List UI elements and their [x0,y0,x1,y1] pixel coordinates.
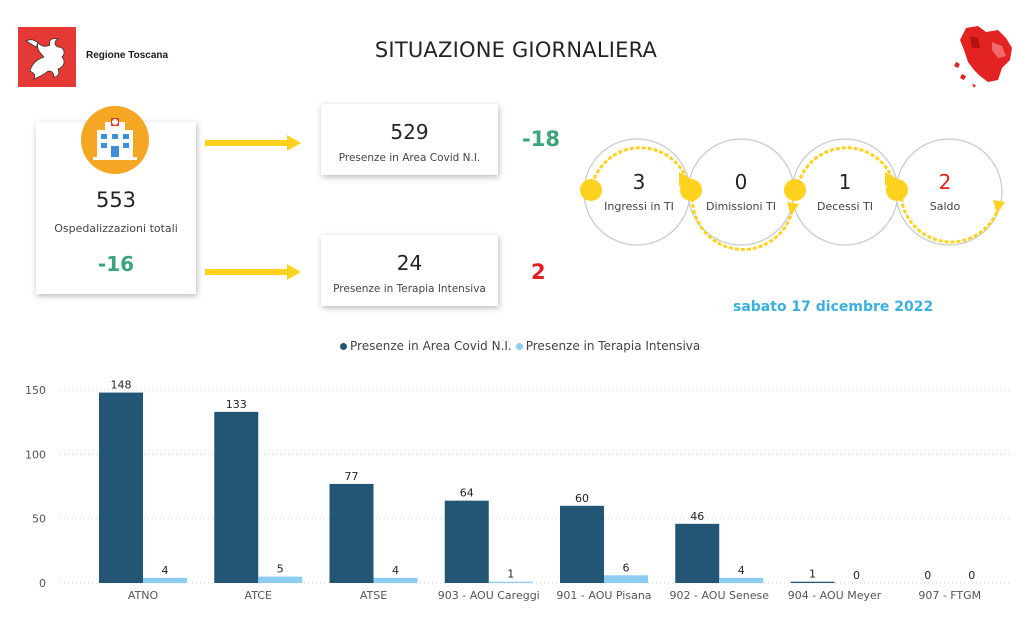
total-delta: -16 [97,252,135,276]
bar-covid [790,581,835,583]
x-tick-label: 901 - AOU Pisana [556,589,651,602]
legend-item-ti[interactable]: Presenze in Terapia Intensiva [515,339,701,353]
flow-loops-icon [580,138,1005,251]
bar-ti [143,577,187,583]
regione-toscana-logo [18,27,76,87]
covid-area-card: 529 Presenze in Area Covid N.I. [321,104,498,175]
admissions-label: Ingressi in TI [604,200,674,213]
flow-deaths: 1 Decessi TI [793,170,897,213]
y-tick-label: 100 [25,448,46,461]
bar-ti [719,577,764,583]
bar-covid [444,500,489,583]
total-value: 553 [95,188,137,212]
flow-admissions: 3 Ingressi in TI [587,170,691,213]
data-label: 4 [738,564,745,577]
y-tick-label: 150 [25,384,46,397]
data-label: 4 [162,564,169,577]
legend-dot-ti [515,342,523,350]
arrow-to-ti-icon [205,264,301,280]
data-label: 5 [277,563,284,576]
data-label: 0 [968,569,975,582]
data-label: 0 [924,569,931,582]
ti-label: Presenze in Terapia Intensiva [333,283,486,295]
data-label: 148 [111,379,132,392]
flow-balance: 2 Saldo [893,170,997,213]
ti-delta: 2 [531,260,546,284]
balance-value: 2 [938,170,952,194]
discharges-label: Dimissioni TI [705,200,777,213]
total-hospitalizations-card: 553 Ospedalizzazioni totali -16 [36,106,196,294]
flow-discharges: 0 Dimissioni TI [689,170,793,213]
bar-covid [329,483,374,583]
data-label: 1 [809,568,816,581]
data-label: 77 [345,470,359,483]
data-label: 133 [226,398,247,411]
bar-ti [604,575,648,583]
arrow-to-covid-icon [205,135,301,151]
x-tick-label: ATNO [128,589,159,602]
intensive-care-flow: 3 Ingressi in TI 0 Dimissioni TI 1 Deces… [575,130,1015,260]
legend-label-ti: Presenze in Terapia Intensiva [525,339,701,353]
bar-covid [675,523,720,583]
total-label: Ospedalizzazioni totali [54,222,178,235]
y-tick-label: 50 [32,513,46,526]
bar-covid [99,392,143,583]
report-date: sabato 17 dicembre 2022 [733,299,934,315]
data-label: 64 [460,487,474,500]
chart-legend: Presenze in Area Covid N.I. Presenze in … [340,339,700,353]
admissions-value: 3 [632,170,646,194]
legend-dot-covid [340,342,347,350]
bar-covid [214,411,259,583]
bar-ti [373,577,418,583]
x-tick-label: 902 - AOU Senese [670,589,770,602]
data-label: 60 [575,492,589,505]
data-label: 1 [507,568,514,581]
ti-value: 24 [396,251,423,275]
balance-label: Saldo [929,200,961,213]
pegasus-icon [25,38,65,80]
tuscany-map-icon [954,26,1012,88]
x-tick-label: ATSE [360,589,387,602]
covid-delta: -18 [522,127,560,151]
data-label: 46 [690,510,704,523]
discharges-value: 0 [734,170,748,194]
intensive-care-card: 24 Presenze in Terapia Intensiva [321,235,498,306]
covid-value: 529 [390,120,429,144]
x-tick-label: ATCE [245,589,272,602]
bar-covid [560,505,604,583]
covid-label: Presenze in Area Covid N.I. [338,152,481,164]
x-tick-label: 903 - AOU Careggi [438,589,540,602]
data-label: 0 [853,569,860,582]
deaths-value: 1 [838,170,852,194]
data-label: 6 [623,561,630,574]
deaths-label: Decessi TI [816,200,874,213]
y-tick-label: 0 [39,577,46,590]
region-name: Regione Toscana [86,50,169,61]
x-tick-label: 907 - FTGM [918,589,981,602]
data-label: 4 [392,564,399,577]
page-title: SITUAZIONE GIORNALIERA [374,38,658,62]
bar-ti [258,576,303,583]
hospital-icon [81,106,149,174]
legend-item-covid[interactable]: Presenze in Area Covid N.I. [340,339,512,353]
x-tick-label: 904 - AOU Meyer [788,589,882,602]
legend-label-covid: Presenze in Area Covid N.I. [350,339,512,353]
bar-ti [488,581,533,583]
